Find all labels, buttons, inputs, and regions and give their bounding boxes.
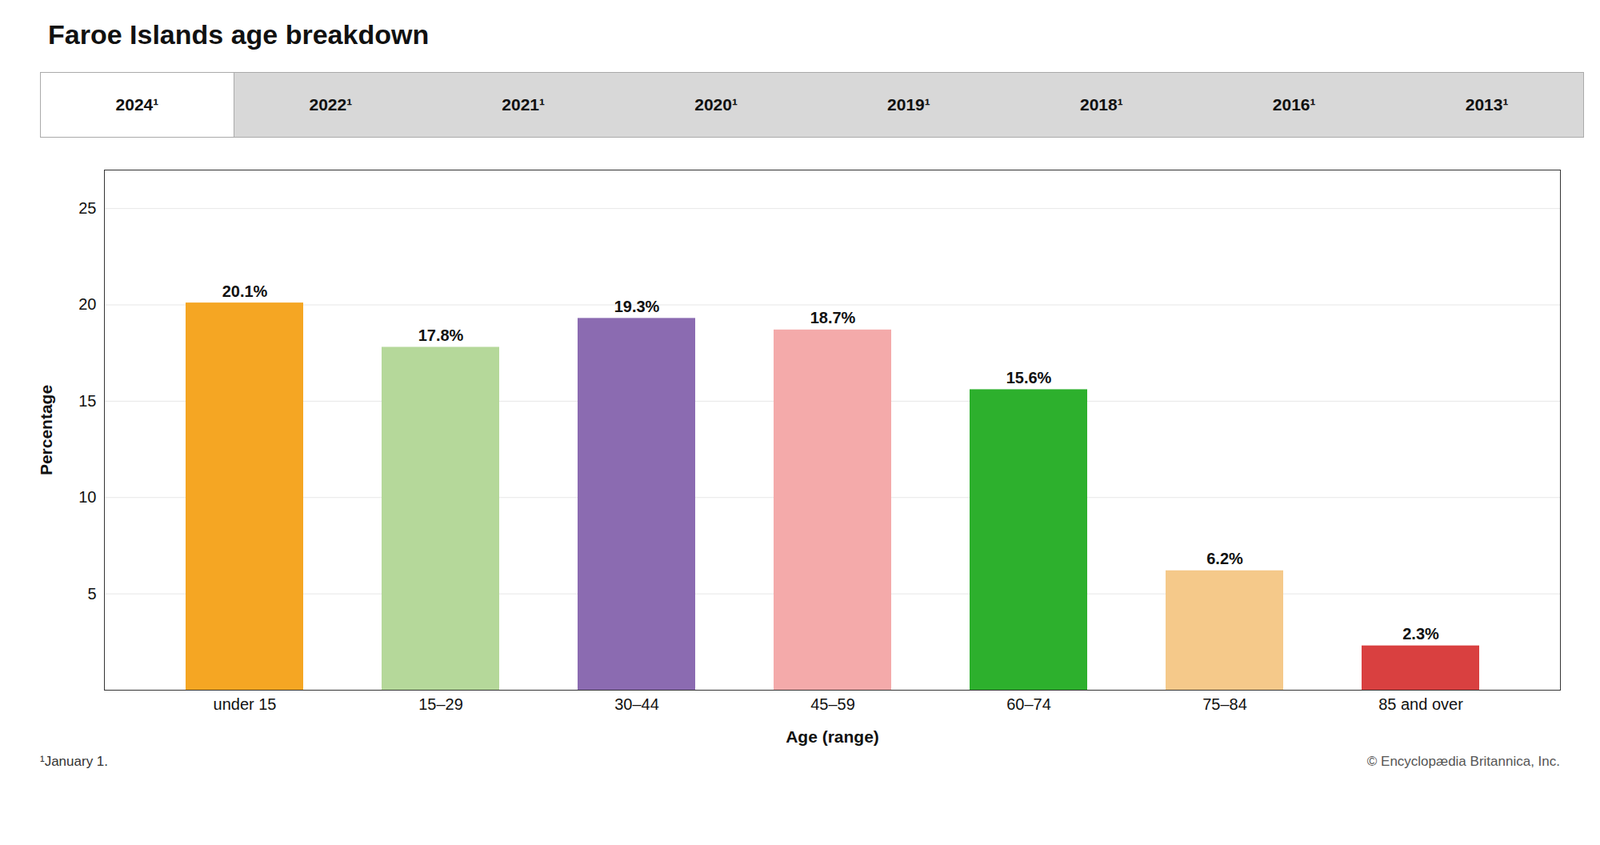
svg-text:15: 15	[78, 392, 96, 410]
svg-text:10: 10	[78, 488, 96, 506]
html-text:2016¹: 2016¹	[1272, 95, 1316, 114]
html-text:2019¹: 2019¹	[887, 95, 931, 114]
svg-text:85 and over: 85 and over	[1378, 695, 1464, 713]
html-text:Faroe Islands age breakdown: Faroe Islands age breakdown	[48, 19, 429, 50]
svg-text:25: 25	[78, 199, 96, 217]
svg-text:5: 5	[87, 584, 96, 603]
html-text:2024¹: 2024¹	[115, 95, 159, 114]
html-text:2022¹: 2022¹	[309, 95, 353, 114]
svg-text:15–29: 15–29	[418, 695, 464, 713]
svg-text:60–74: 60–74	[1006, 695, 1052, 713]
svg-text:Age (range): Age (range)	[785, 727, 880, 746]
svg-text:17.8%: 17.8%	[418, 326, 464, 344]
svg-text:2.3%: 2.3%	[1402, 624, 1440, 643]
svg-text:45–59: 45–59	[810, 695, 856, 713]
html-text:2020¹: 2020¹	[694, 95, 738, 114]
svg-text:19.3%: 19.3%	[614, 297, 660, 316]
svg-text:under 15: under 15	[213, 695, 277, 713]
svg-text:30–44: 30–44	[614, 695, 660, 713]
svg-text:75–84: 75–84	[1202, 695, 1248, 713]
html-text:¹January 1.: ¹January 1.	[40, 753, 108, 769]
html-text:© Encyclopædia Britannica, Inc: © Encyclopædia Britannica, Inc.	[1367, 753, 1560, 769]
html-text:2021¹: 2021¹	[501, 95, 545, 114]
svg-text:6.2%: 6.2%	[1206, 549, 1244, 568]
svg-text:20.1%: 20.1%	[222, 282, 268, 300]
svg-text:20: 20	[78, 295, 96, 313]
svg-text:18.7%: 18.7%	[810, 308, 856, 327]
html-text:2018¹: 2018¹	[1080, 95, 1123, 114]
svg-text:15.6%: 15.6%	[1006, 368, 1052, 387]
svg-text:Percentage: Percentage	[36, 384, 56, 476]
html-text:2013¹: 2013¹	[1465, 95, 1509, 114]
